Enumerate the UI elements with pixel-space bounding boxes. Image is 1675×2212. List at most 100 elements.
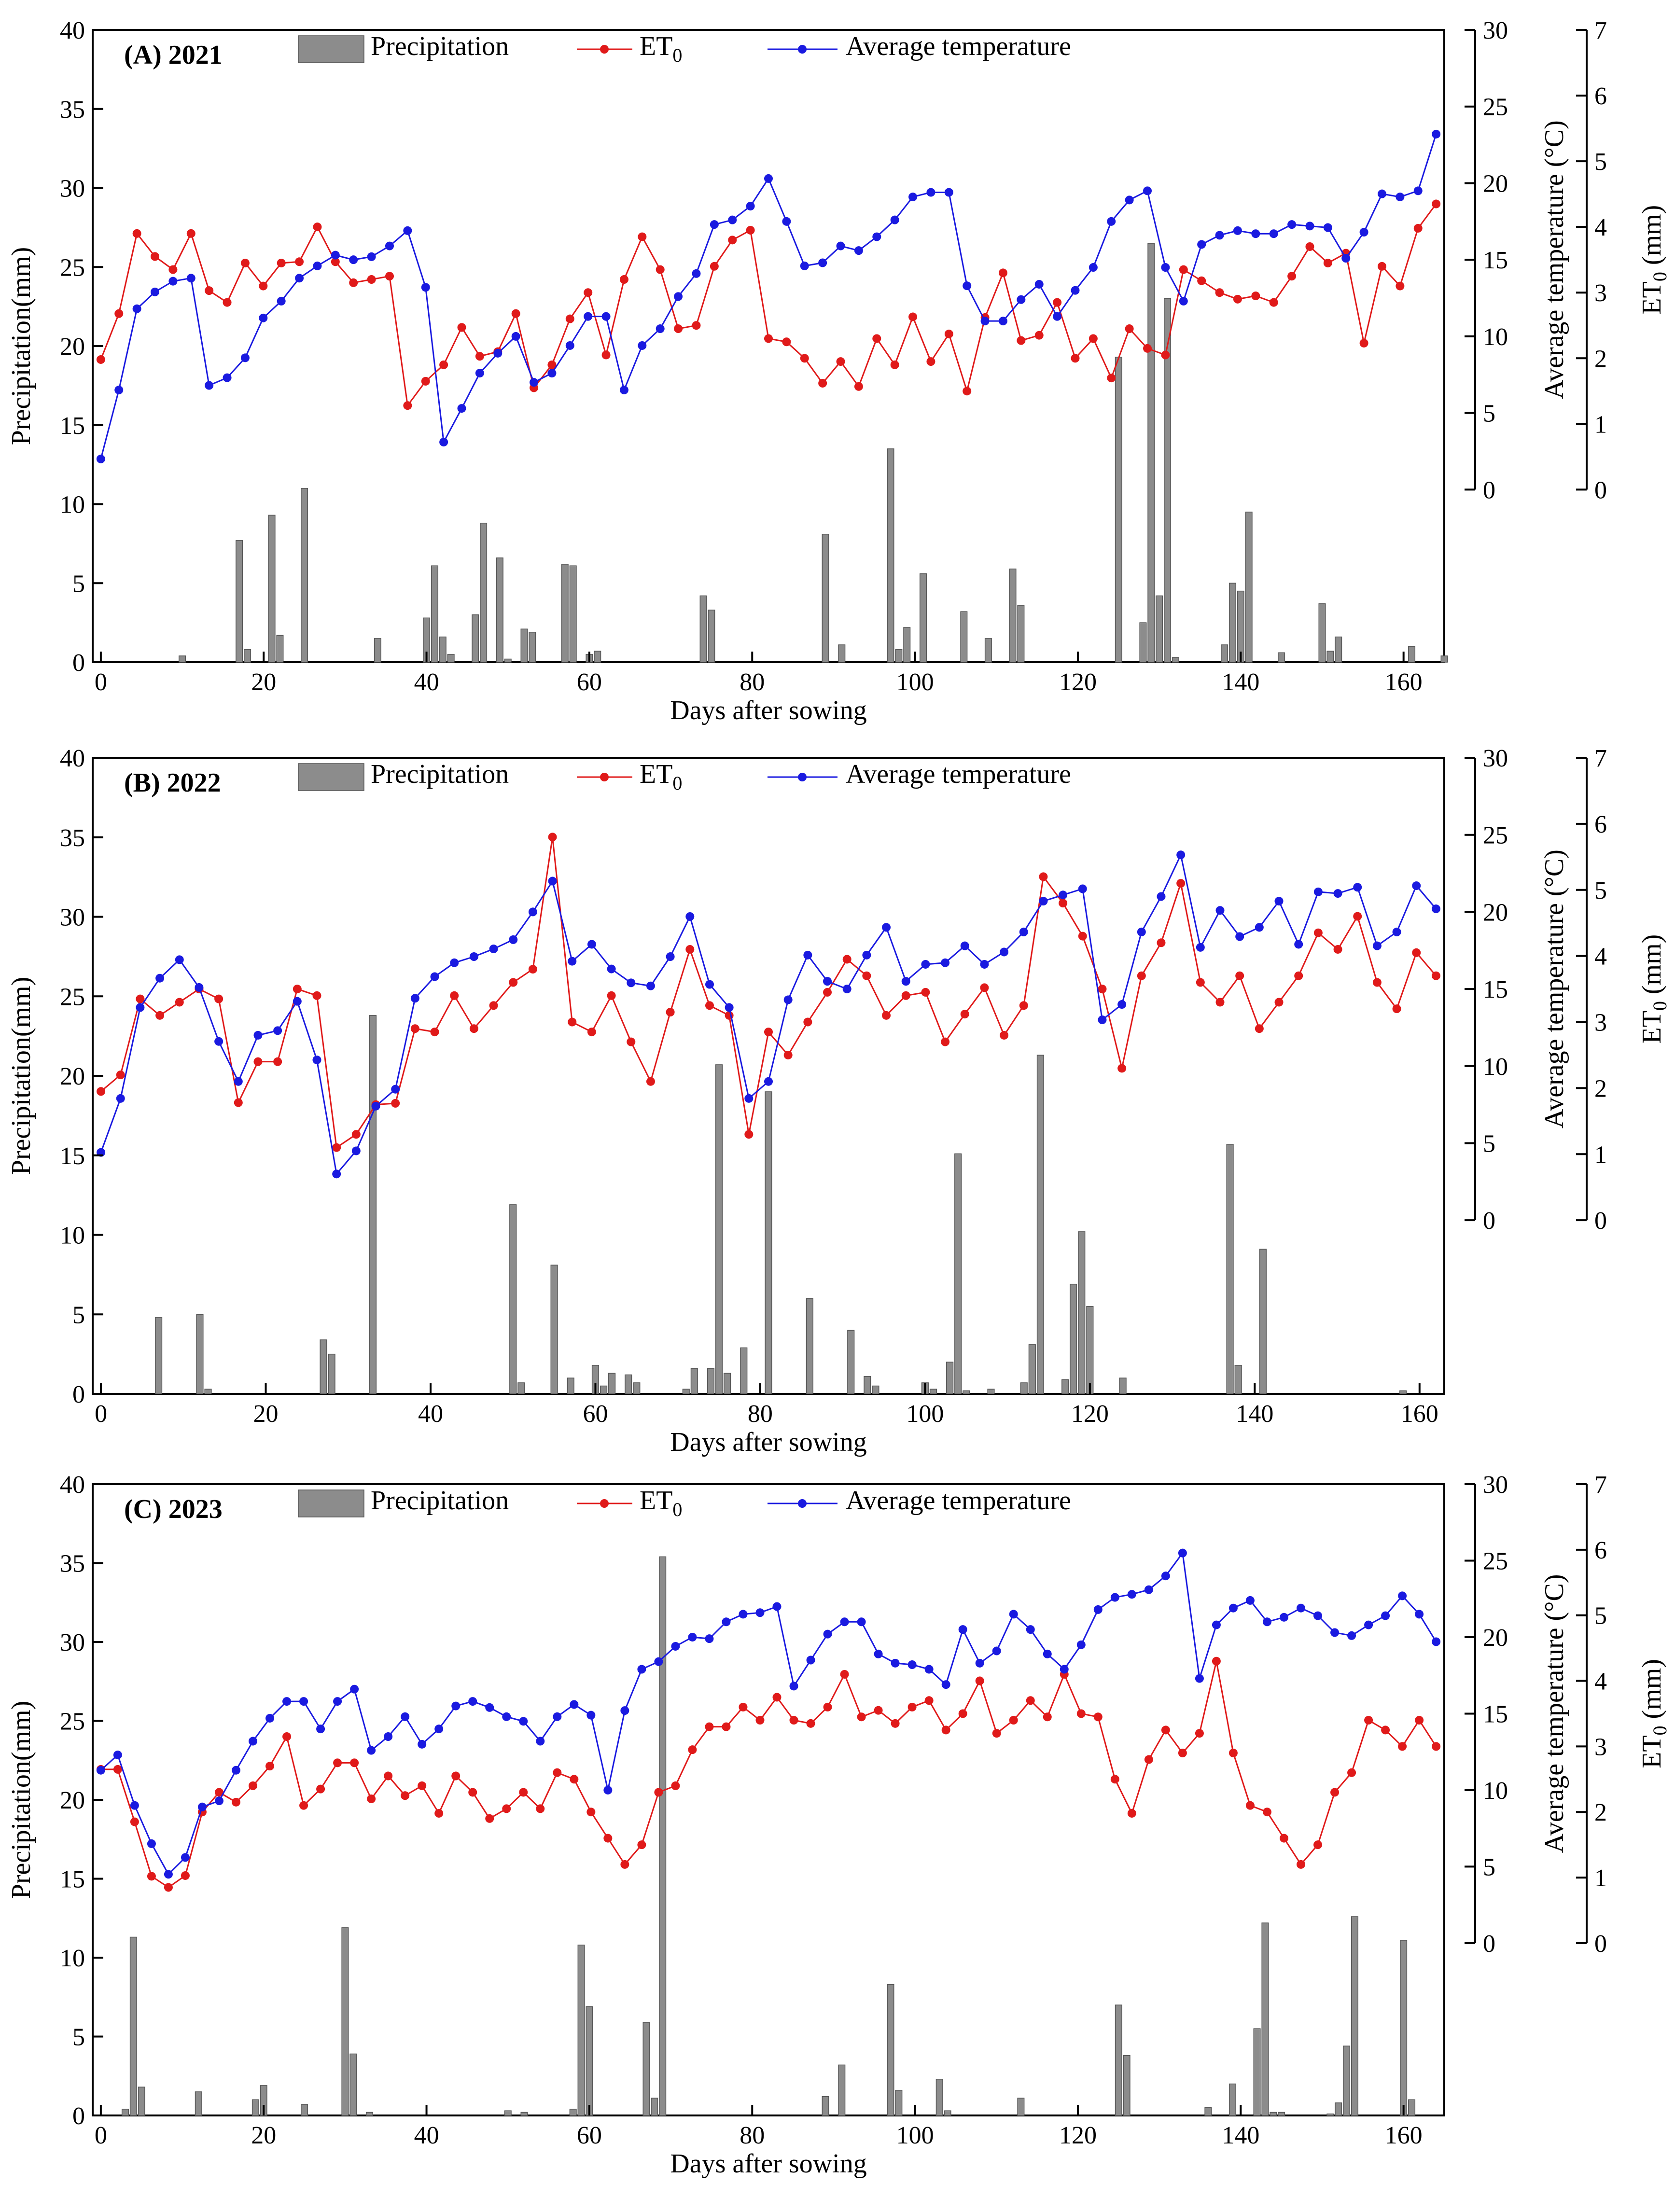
precip-bar (895, 2089, 903, 2116)
et0-point (872, 334, 881, 343)
y2-tick-label: 20 (1483, 1624, 1508, 1652)
et0-point (746, 225, 755, 235)
et0-point (147, 1872, 156, 1881)
y-tick-label: 30 (60, 1629, 85, 1656)
temperature-point (1019, 927, 1028, 936)
y-tick-label: 20 (60, 333, 85, 361)
y-tick-label: 0 (72, 649, 85, 677)
y-tick-label: 15 (60, 412, 85, 440)
y-tick-label: 35 (60, 824, 85, 852)
et0-point (547, 360, 557, 369)
et0-point (854, 382, 863, 391)
precip-bar (561, 564, 569, 663)
x-tick-label: 80 (748, 1400, 773, 1428)
temperature-point (1274, 897, 1284, 906)
et0-point (451, 1771, 461, 1781)
temperature-point (1161, 263, 1170, 272)
temperature-point (485, 1703, 494, 1712)
temperature-point (1245, 1596, 1255, 1605)
y2-tick-label: 25 (1483, 822, 1508, 849)
et0-point (692, 321, 701, 330)
precip-bar (1278, 2112, 1285, 2116)
temperature-point (586, 1711, 596, 1720)
et0-point (963, 387, 972, 396)
et0-point (277, 258, 286, 267)
x-tick-label: 140 (1236, 1400, 1273, 1428)
precip-bar (204, 1389, 212, 1394)
temperature-point (1076, 1640, 1086, 1649)
precip-bar (569, 565, 577, 663)
y-tick-label: 25 (60, 254, 85, 281)
temperature-point (980, 960, 989, 969)
et0-point (130, 1817, 139, 1826)
y-tick-label: 5 (72, 2024, 85, 2051)
temperature-point (1161, 1572, 1170, 1581)
et0-point (803, 1017, 812, 1027)
et0-point (1431, 971, 1440, 980)
et0-point (536, 1804, 545, 1813)
y-axis-title: Precipitation(mm) (6, 977, 36, 1175)
et0-point (1039, 872, 1048, 881)
et0-point (921, 988, 930, 997)
et0-point (584, 288, 593, 297)
temperature-point (1178, 1548, 1187, 1558)
legend-et0-label: ET0 (640, 759, 682, 794)
precip-bar (365, 2112, 373, 2116)
temperature-point (547, 369, 557, 378)
precip-bar (864, 1376, 871, 1394)
temperature-point (874, 1649, 883, 1658)
temperature-point (136, 1003, 145, 1012)
temperature-point (958, 1625, 967, 1634)
et0-point (489, 1001, 498, 1010)
et0-point (568, 1017, 577, 1027)
et0-point (469, 1024, 478, 1033)
temperature-point (627, 978, 636, 988)
et0-point (958, 1709, 967, 1718)
et0-point (1235, 971, 1244, 980)
x-tick-label: 160 (1385, 2122, 1423, 2149)
et0-point (113, 1765, 122, 1774)
legend-temperature-marker (798, 773, 807, 781)
precip-bar (529, 632, 536, 663)
et0-point (259, 281, 268, 291)
et0-point (1043, 1712, 1052, 1722)
y-tick-label: 5 (72, 1301, 85, 1329)
x-tick-label: 120 (1059, 668, 1097, 696)
x-axis-title: Days after sowing (670, 2149, 866, 2179)
temperature-point (1034, 279, 1044, 289)
precip-bar (1400, 1940, 1408, 2116)
et0-point (1009, 1716, 1018, 1725)
temperature-point (584, 312, 593, 321)
et0-point (710, 262, 719, 271)
temperature-point (1372, 941, 1382, 950)
et0-point (181, 1871, 190, 1880)
temperature-point (528, 907, 537, 917)
et0-point (1432, 199, 1441, 209)
y3-tick-label: 6 (1594, 811, 1607, 838)
et0-point (783, 1050, 793, 1059)
temperature-point (1197, 240, 1206, 249)
et0-point (1364, 1716, 1373, 1725)
temperature-point (739, 1610, 748, 1619)
et0-point (1161, 350, 1170, 360)
y-tick-label: 25 (60, 983, 85, 1011)
et0-point (800, 354, 809, 363)
temperature-point (570, 1700, 579, 1709)
y3-axis-title: ET0 (mm) (1637, 934, 1671, 1044)
temperature-point (1353, 883, 1362, 892)
x-tick-label: 140 (1222, 2122, 1259, 2149)
temperature-point (1215, 906, 1225, 915)
temperature-point (1313, 887, 1323, 896)
et0-point (1026, 1696, 1035, 1705)
et0-point (186, 229, 195, 238)
temperature-point (205, 381, 214, 390)
temperature-point (1009, 1610, 1018, 1619)
y3-tick-label: 7 (1594, 745, 1607, 772)
temperature-point (151, 287, 160, 296)
et0-point (1269, 298, 1278, 307)
temperature-point (803, 950, 812, 960)
temperature-point (823, 977, 832, 986)
x-tick-label: 20 (253, 1400, 279, 1428)
y3-tick-label: 2 (1594, 1075, 1607, 1102)
et0-point (992, 1729, 1001, 1738)
